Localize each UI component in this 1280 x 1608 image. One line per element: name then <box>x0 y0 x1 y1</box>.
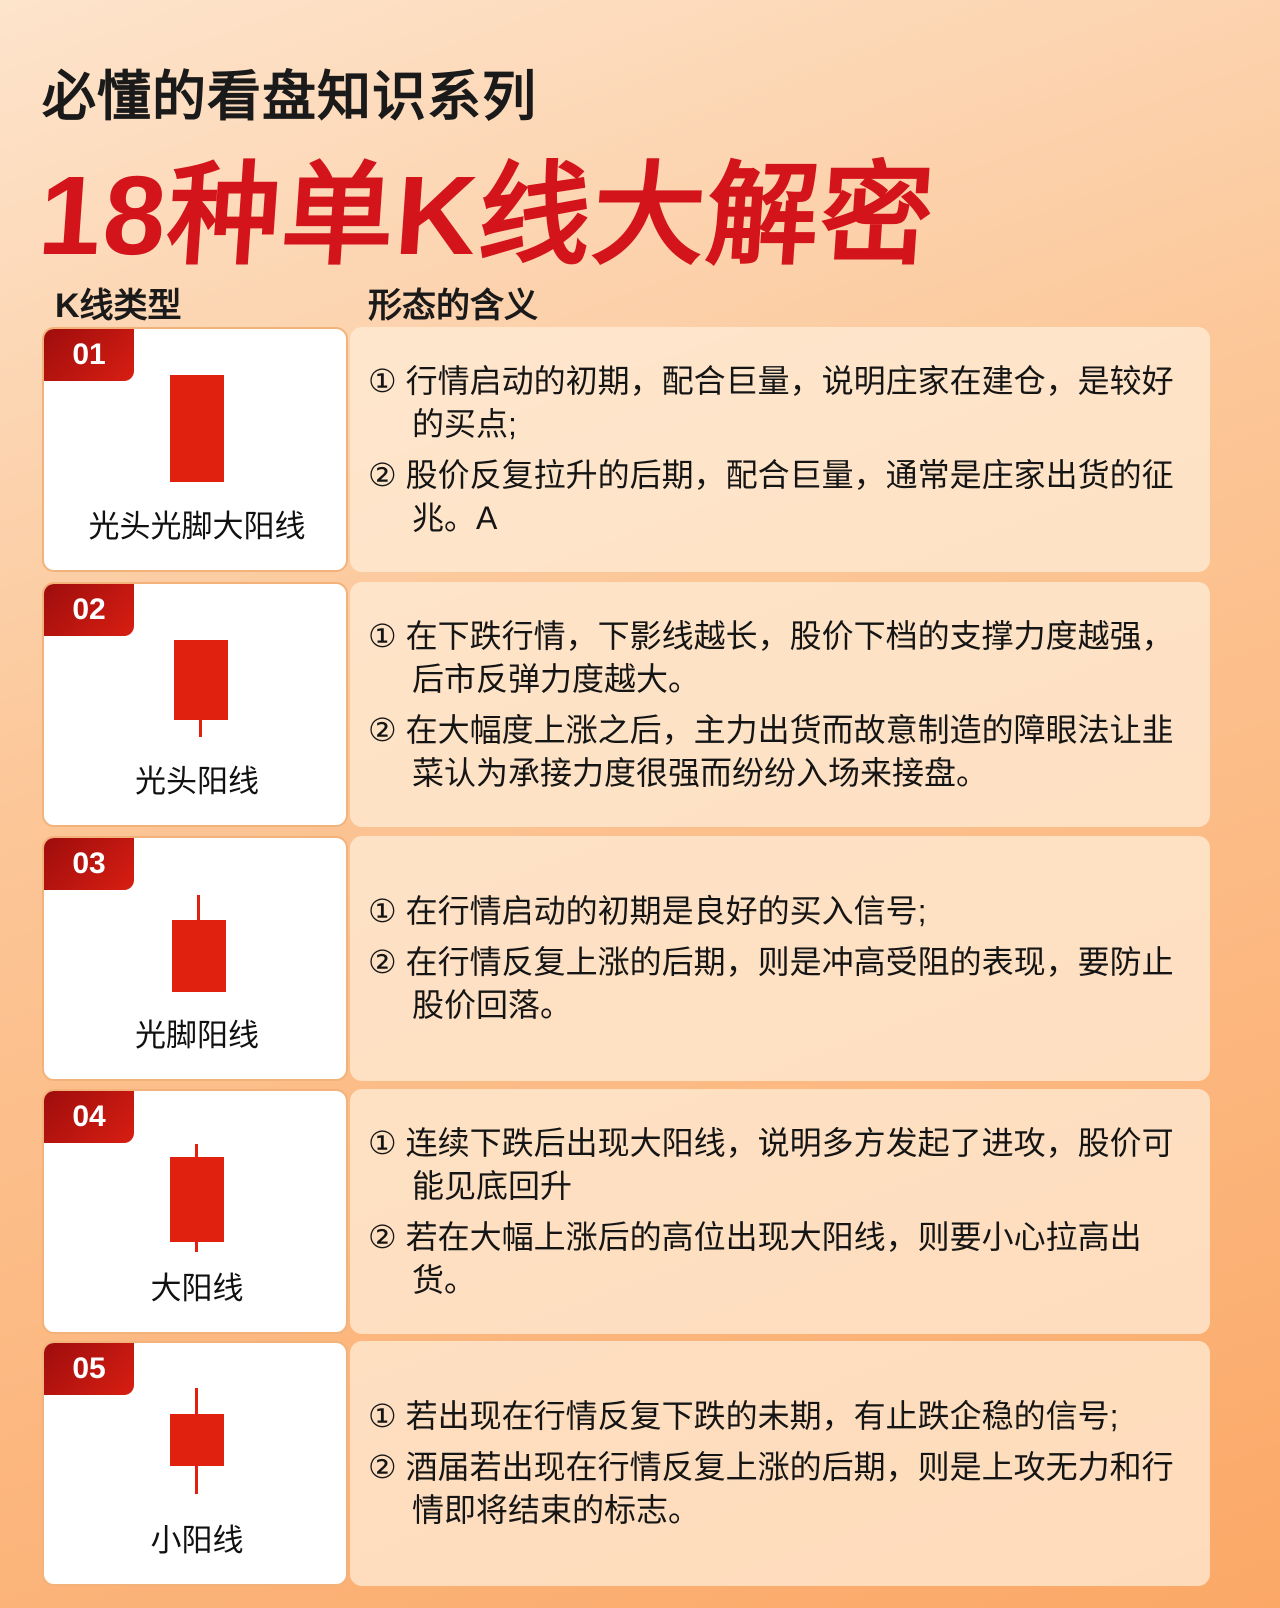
meaning-point: ① 连续下跌后出现大阳线，说明多方发起了进攻，股价可能见底回升 <box>368 1124 1174 1204</box>
meaning-point: ② 酒届若出现在行情反复上涨的后期，则是上攻无力和行情即将结束的标志。 <box>368 1449 1174 1528</box>
row-number-badge: 01 <box>44 329 134 381</box>
meaning-point: ② 在行情反复上涨的后期，则是冲高受阻的表现，要防止股价回落。 <box>368 944 1174 1023</box>
candle-body <box>172 920 226 992</box>
column-header-type: K线类型 <box>55 287 182 325</box>
kline-type-card: 03 光脚阳线 <box>42 836 348 1081</box>
kline-row: 04 大阳线 ① 连续下跌后出现大阳线，说明多方发起了进攻，股价可能见底回升 ② … <box>42 1089 1210 1334</box>
kline-type-name: 光头光脚大阳线 <box>88 509 306 544</box>
kline-row: 03 光脚阳线 ① 在行情启动的初期是良好的买入信号; ② 在行情反复上涨的后期，… <box>42 836 1210 1081</box>
series-subtitle: 必懂的看盘知识系列 <box>42 67 537 127</box>
kline-type-card: 01 光头光脚大阳线 <box>42 327 348 572</box>
row-number-badge: 05 <box>44 1343 134 1395</box>
meaning-card: ① 连续下跌后出现大阳线，说明多方发起了进攻，股价可能见底回升 ② 若在大幅上涨后… <box>350 1089 1210 1334</box>
kline-type-card: 02 光头阳线 <box>42 582 348 827</box>
meaning-point: ② 在大幅度上涨之后，主力出货而故意制造的障眼法让韭菜认为承接力度很强而纷纷入场… <box>368 711 1174 791</box>
row-number-badge: 02 <box>44 584 134 636</box>
meaning-card: ① 若出现在行情反复下跌的未期，有止跌企稳的信号; ② 酒届若出现在行情反复上涨的… <box>350 1341 1210 1586</box>
meaning-point: ① 在下跌行情，下影线越长，股价下档的支撑力度越强，后市反弹力度越大。 <box>368 617 1174 697</box>
candle-body <box>170 1157 224 1242</box>
candle-body <box>174 640 228 720</box>
row-number-badge: 04 <box>44 1091 134 1143</box>
kline-type-card: 05 小阳线 <box>42 1341 348 1586</box>
meaning-point: ① 若出现在行情反复下跌的未期，有止跌企稳的信号; <box>368 1398 1119 1434</box>
kline-type-name: 小阳线 <box>150 1523 244 1558</box>
kline-type-name: 光头阳线 <box>135 764 259 799</box>
meaning-point: ② 股价反复拉升的后期，配合巨量，通常是庄家出货的征兆。A <box>368 456 1174 536</box>
kline-type-name: 光脚阳线 <box>135 1018 259 1053</box>
meaning-card: ① 行情启动的初期，配合巨量，说明庄家在建仓，是较好的买点; ② 股价反复拉升的后… <box>350 327 1210 572</box>
kline-row: 01 光头光脚大阳线 ① 行情启动的初期，配合巨量，说明庄家在建仓，是较好的买点… <box>42 327 1210 572</box>
kline-row: 02 光头阳线 ① 在下跌行情，下影线越长，股价下档的支撑力度越强，后市反弹力度… <box>42 582 1210 827</box>
column-header-meaning: 形态的含义 <box>368 287 538 325</box>
row-number-badge: 03 <box>44 838 134 890</box>
meaning-point: ① 行情启动的初期，配合巨量，说明庄家在建仓，是较好的买点; <box>368 362 1174 442</box>
kline-type-card: 04 大阳线 <box>42 1089 348 1334</box>
candle-body <box>170 1414 224 1466</box>
page-title: 18种单K线大解密 <box>34 153 940 278</box>
meaning-card: ① 在行情启动的初期是良好的买入信号; ② 在行情反复上涨的后期，则是冲高受阻的表… <box>350 836 1210 1081</box>
kline-row: 05 小阳线 ① 若出现在行情反复下跌的未期，有止跌企稳的信号; ② 酒届若出现在… <box>42 1341 1210 1586</box>
meaning-point: ② 若在大幅上涨后的高位出现大阳线，则要小心拉高出货。 <box>368 1218 1142 1298</box>
meaning-card: ① 在下跌行情，下影线越长，股价下档的支撑力度越强，后市反弹力度越大。 ② 在大幅… <box>350 582 1210 827</box>
candle-body <box>170 375 224 482</box>
kline-type-name: 大阳线 <box>150 1271 244 1306</box>
meaning-point: ① 在行情启动的初期是良好的买入信号; <box>368 893 927 929</box>
